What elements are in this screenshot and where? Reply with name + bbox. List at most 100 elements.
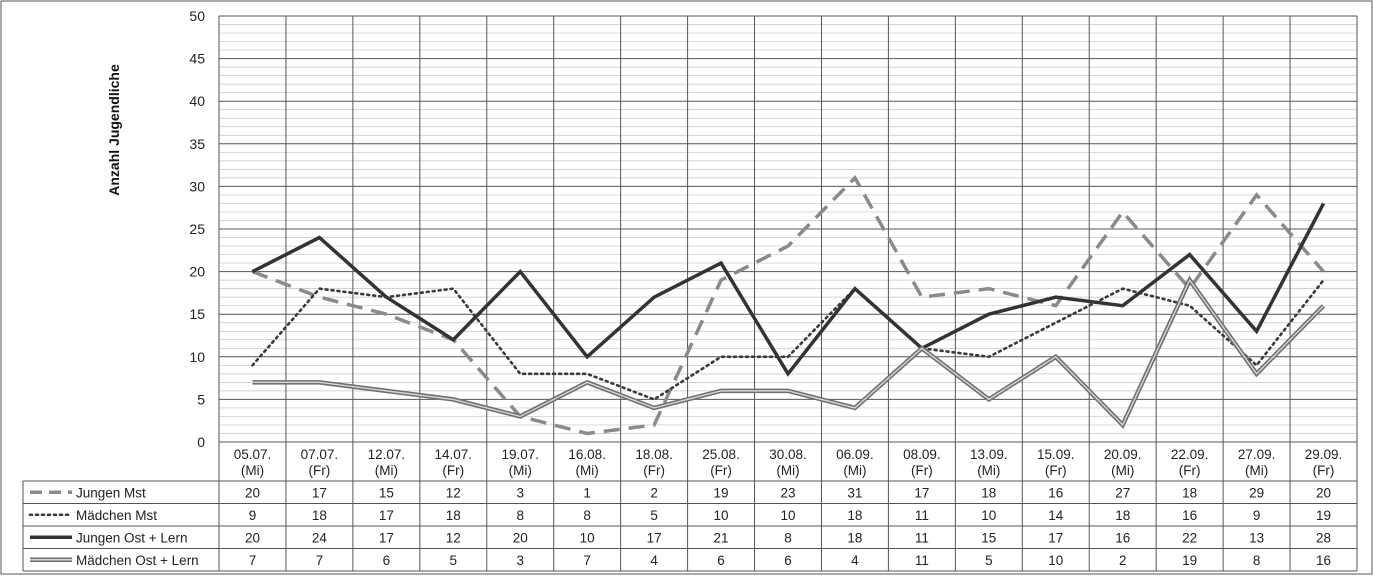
table-cell-value: 11	[915, 508, 929, 523]
x-tick-label: 07.07.	[301, 447, 339, 462]
table-cell-value: 17	[379, 530, 394, 545]
x-tick-label: (Mi)	[1245, 463, 1268, 478]
table-cell-value: 8	[583, 508, 591, 523]
x-tick-label: (Fr)	[1045, 463, 1067, 478]
x-tick-label: 13.09.	[970, 447, 1008, 462]
x-tick-label: 06.09.	[836, 447, 874, 462]
x-tick-label: 08.09.	[903, 447, 941, 462]
table-cell-value: 6	[383, 553, 391, 568]
legend-label-jungen-mst: Jungen Mst	[76, 485, 146, 500]
x-tick-label: 30.08.	[769, 447, 807, 462]
table-cell-value: 7	[583, 553, 591, 568]
table-cell-value: 8	[1253, 553, 1261, 568]
x-tick-label: (Fr)	[309, 463, 331, 478]
x-tick-label: (Fr)	[643, 463, 665, 478]
table-cell-value: 18	[981, 485, 996, 500]
x-tick-label: 22.09.	[1171, 447, 1209, 462]
x-tick-label: (Mi)	[509, 463, 532, 478]
table-cell-value: 9	[1253, 508, 1261, 523]
x-tick-label: (Fr)	[911, 463, 933, 478]
table-cell-value: 11	[915, 553, 929, 568]
table-cell-value: 6	[784, 553, 792, 568]
table-cell-value: 15	[379, 485, 394, 500]
y-tick-label: 35	[189, 136, 205, 152]
table-cell-value: 19	[1316, 508, 1331, 523]
table-cell-value: 20	[245, 530, 260, 545]
table-cell-value: 3	[516, 553, 524, 568]
table-cell-value: 19	[714, 485, 729, 500]
series-line-inner-mädchen-ost-lern	[252, 278, 1325, 427]
y-tick-label: 5	[197, 391, 205, 407]
table-cell-value: 3	[516, 485, 524, 500]
table-cell-value: 2	[1119, 553, 1127, 568]
table-cell-value: 10	[714, 508, 729, 523]
x-tick-label: 25.08.	[702, 447, 740, 462]
x-tick-label: (Mi)	[241, 463, 264, 478]
table-cell-value: 16	[1115, 530, 1130, 545]
table-cell-value: 5	[450, 553, 458, 568]
table-cell-value: 7	[316, 553, 324, 568]
table-cell-value: 17	[1048, 530, 1063, 545]
table-cell-value: 16	[1182, 508, 1197, 523]
y-axis-label: Anzahl Jugendliche	[106, 64, 122, 196]
series-line-mädchen-mst	[251, 278, 1325, 401]
x-tick-label: (Fr)	[1313, 463, 1335, 478]
table-cell-value: 8	[516, 508, 524, 523]
table-cell-value: 13	[1249, 530, 1264, 545]
y-tick-label: 10	[189, 349, 205, 365]
table-cell-value: 17	[312, 485, 327, 500]
table-cell-value: 12	[446, 485, 461, 500]
table-cell-value: 24	[312, 530, 328, 545]
table-cell-value: 1	[583, 485, 591, 500]
table-cell-value: 18	[847, 530, 862, 545]
legend-label-mädchen-ost-lern: Mädchen Ost + Lern	[76, 553, 199, 568]
series-line-jungen-mst	[251, 174, 1325, 436]
x-tick-label: (Mi)	[375, 463, 398, 478]
x-tick-label: 19.07.	[501, 447, 539, 462]
x-tick-label: 05.07.	[234, 447, 272, 462]
table-cell-value: 23	[780, 485, 795, 500]
table-cell-value: 18	[312, 508, 327, 523]
table-cell-value: 14	[1048, 508, 1064, 523]
table-cell-value: 18	[446, 508, 461, 523]
series-line-jungen-ost-lern	[251, 202, 1326, 377]
x-tick-label: (Fr)	[442, 463, 464, 478]
table-cell-value: 5	[985, 553, 993, 568]
table-cell-value: 22	[1182, 530, 1197, 545]
x-tick-label: 29.09.	[1305, 447, 1343, 462]
y-tick-label: 25	[189, 221, 205, 237]
table-cell-value: 31	[847, 485, 862, 500]
table-cell-value: 10	[981, 508, 996, 523]
table-cell-value: 2	[650, 485, 658, 500]
table-cell-value: 7	[249, 553, 257, 568]
x-tick-label: 12.07.	[368, 447, 406, 462]
x-tick-label: 16.08.	[568, 447, 606, 462]
y-tick-label: 15	[189, 306, 205, 322]
y-tick-label: 45	[189, 51, 205, 67]
table-cell-value: 18	[1182, 485, 1197, 500]
table-cell-value: 16	[1316, 553, 1331, 568]
table-cell-value: 10	[1048, 553, 1063, 568]
x-tick-label: 20.09.	[1104, 447, 1142, 462]
x-tick-label: 14.07.	[435, 447, 473, 462]
y-tick-label: 20	[189, 264, 205, 280]
table-cell-value: 10	[580, 530, 595, 545]
table-cell-value: 4	[851, 553, 859, 568]
table-cell-value: 8	[784, 530, 792, 545]
y-tick-label: 50	[189, 8, 205, 24]
table-cell-value: 4	[650, 553, 658, 568]
table-cell-value: 9	[249, 508, 257, 523]
y-tick-label: 30	[189, 178, 205, 194]
y-tick-label: 0	[197, 434, 205, 450]
table-cell-value: 21	[714, 530, 729, 545]
table-cell-value: 11	[915, 530, 929, 545]
x-tick-label: (Mi)	[576, 463, 599, 478]
table-cell-value: 12	[446, 530, 461, 545]
table-cell-value: 20	[1316, 485, 1331, 500]
table-cell-value: 18	[1115, 508, 1130, 523]
x-tick-label: (Mi)	[1111, 463, 1134, 478]
table-cell-value: 5	[650, 508, 658, 523]
